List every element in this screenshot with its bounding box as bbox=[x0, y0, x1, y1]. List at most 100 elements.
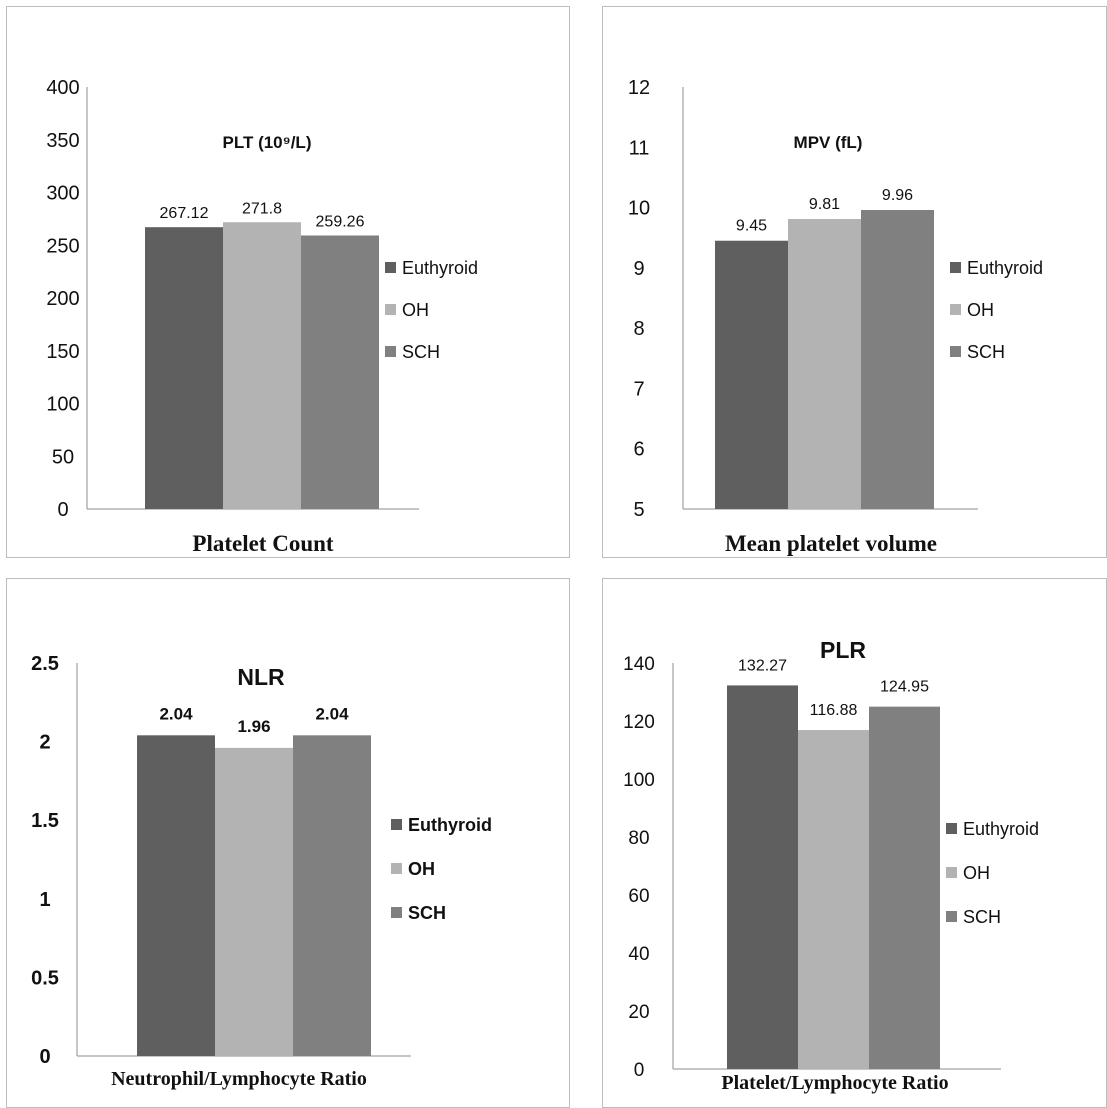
legend-label-euthyroid: Euthyroid bbox=[963, 819, 1039, 839]
data-label-oh: 116.88 bbox=[810, 702, 858, 719]
y-tick-label: 0 bbox=[634, 1060, 645, 1081]
chart-mean-platelet-volume: MPV (fL) 5 6 7 8 9 10 11 12 9.45 9.81 9.96 Euthyr… bbox=[628, 77, 1043, 556]
bar-euthyroid bbox=[145, 227, 223, 509]
data-labels: 132.27 116.88 124.95 bbox=[738, 657, 929, 719]
chart-title: PLR bbox=[820, 637, 866, 663]
chart-panel-mean-platelet-volume: MPV (fL) 5 6 7 8 9 10 11 12 9.45 9.81 9.96 Euthyr… bbox=[602, 6, 1107, 558]
legend-label-sch: SCH bbox=[963, 907, 1001, 927]
legend-label-oh: OH bbox=[963, 863, 990, 883]
y-tick-label: 8 bbox=[633, 318, 644, 340]
y-tick-label: 250 bbox=[46, 235, 79, 257]
legend-swatch-sch bbox=[946, 911, 957, 922]
bars bbox=[145, 222, 379, 509]
legend-label-sch: SCH bbox=[402, 342, 440, 362]
bar-oh bbox=[798, 730, 869, 1069]
data-label-euthyroid: 132.27 bbox=[738, 657, 787, 674]
y-axis-ticks: 0 50 100 150 200 250 300 350 400 bbox=[46, 77, 79, 521]
y-tick-label: 0 bbox=[39, 1046, 50, 1068]
bar-sch bbox=[861, 209, 934, 510]
legend-label-oh: OH bbox=[402, 300, 429, 320]
y-tick-label: 400 bbox=[46, 77, 79, 99]
legend: Euthyroid OH SCH bbox=[946, 819, 1039, 927]
legend-swatch-euthyroid bbox=[385, 262, 396, 273]
legend-swatch-sch bbox=[950, 346, 961, 357]
legend-label-euthyroid: Euthyroid bbox=[402, 258, 478, 278]
legend-swatch-sch bbox=[391, 907, 402, 918]
data-label-euthyroid: 2.04 bbox=[159, 704, 193, 723]
y-tick-label: 20 bbox=[628, 1002, 649, 1023]
y-tick-label: 100 bbox=[623, 770, 655, 791]
bar-euthyroid bbox=[727, 685, 798, 1069]
legend-swatch-oh bbox=[950, 304, 961, 315]
x-axis-label: Platelet/Lymphocyte Ratio bbox=[721, 1072, 948, 1094]
bars bbox=[715, 209, 934, 510]
data-label-euthyroid: 9.45 bbox=[736, 218, 767, 235]
chart-panel-plr: PLR 0 20 40 60 80 100 120 140 132.27 116.88 124.9… bbox=[602, 578, 1107, 1108]
y-tick-label: 200 bbox=[46, 288, 79, 310]
y-tick-label: 2 bbox=[39, 732, 50, 754]
bars bbox=[727, 685, 940, 1069]
bar-oh bbox=[788, 219, 861, 510]
bar-euthyroid bbox=[137, 735, 215, 1056]
bar-oh bbox=[223, 222, 301, 509]
data-label-sch: 9.96 bbox=[882, 187, 913, 204]
legend: Euthyroid OH SCH bbox=[950, 258, 1043, 362]
legend-label-oh: OH bbox=[967, 300, 994, 320]
data-labels: 2.04 1.96 2.04 bbox=[159, 704, 349, 736]
legend-label-sch: SCH bbox=[967, 342, 1005, 362]
y-tick-label: 1 bbox=[39, 889, 50, 911]
y-tick-label: 7 bbox=[633, 378, 644, 400]
y-axis-ticks: 0 0.5 1 1.5 2 2.5 bbox=[31, 653, 59, 1068]
data-label-sch: 259.26 bbox=[316, 213, 365, 230]
y-tick-label: 350 bbox=[46, 130, 79, 152]
data-label-euthyroid: 267.12 bbox=[160, 205, 209, 222]
data-label-oh: 1.96 bbox=[237, 717, 270, 736]
chart-title: MPV (fL) bbox=[794, 133, 863, 152]
y-tick-label: 60 bbox=[628, 886, 649, 907]
y-tick-label: 10 bbox=[628, 198, 650, 220]
legend-swatch-euthyroid bbox=[950, 262, 961, 273]
legend-swatch-oh bbox=[385, 304, 396, 315]
bar-euthyroid bbox=[715, 240, 788, 509]
legend-swatch-euthyroid bbox=[946, 823, 957, 834]
y-tick-label: 1.5 bbox=[31, 810, 59, 832]
legend-label-sch: SCH bbox=[408, 903, 446, 923]
legend-swatch-oh bbox=[391, 863, 402, 874]
y-tick-label: 2.5 bbox=[31, 653, 59, 675]
y-tick-label: 140 bbox=[623, 654, 655, 675]
data-label-oh: 271.8 bbox=[242, 200, 282, 217]
legend-swatch-euthyroid bbox=[391, 819, 402, 830]
x-axis-label: Mean platelet volume bbox=[725, 531, 937, 556]
y-tick-label: 0 bbox=[57, 499, 68, 521]
y-tick-label: 300 bbox=[46, 183, 79, 205]
x-axis-label: Neutrophil/Lymphocyte Ratio bbox=[111, 1068, 367, 1090]
y-axis-ticks: 5 6 7 8 9 10 11 12 bbox=[628, 77, 650, 521]
y-tick-label: 120 bbox=[623, 712, 655, 733]
data-label-oh: 9.81 bbox=[809, 196, 840, 213]
legend: Euthyroid OH SCH bbox=[385, 258, 478, 362]
y-tick-label: 9 bbox=[633, 258, 644, 280]
y-tick-label: 100 bbox=[46, 394, 79, 416]
chart-panel-platelet-count: PLT (10⁹/L) 0 50 100 150 200 250 300 350 400 267… bbox=[6, 6, 570, 558]
chart-nlr: NLR 0 0.5 1 1.5 2 2.5 2.04 1.96 2.04 Euthyroid O… bbox=[31, 653, 492, 1090]
y-tick-label: 50 bbox=[52, 446, 74, 468]
bar-sch bbox=[293, 735, 371, 1056]
chart-platelet-count: PLT (10⁹/L) 0 50 100 150 200 250 300 350 400 267… bbox=[46, 77, 478, 556]
legend-label-euthyroid: Euthyroid bbox=[408, 815, 492, 835]
y-tick-label: 150 bbox=[46, 341, 79, 363]
data-label-sch: 2.04 bbox=[315, 704, 349, 723]
legend-swatch-sch bbox=[385, 346, 396, 357]
y-tick-label: 6 bbox=[633, 439, 644, 461]
data-label-sch: 124.95 bbox=[880, 679, 929, 696]
bars bbox=[137, 735, 371, 1056]
legend-label-euthyroid: Euthyroid bbox=[967, 258, 1043, 278]
y-axis-ticks: 0 20 40 60 80 100 120 140 bbox=[623, 654, 655, 1081]
chart-plr: PLR 0 20 40 60 80 100 120 140 132.27 116.88 124.9… bbox=[623, 637, 1039, 1094]
y-tick-label: 80 bbox=[628, 828, 649, 849]
data-labels: 267.12 271.8 259.26 bbox=[160, 200, 365, 230]
y-tick-label: 5 bbox=[633, 499, 644, 521]
legend: Euthyroid OH SCH bbox=[391, 815, 492, 923]
x-axis-label: Platelet Count bbox=[192, 531, 334, 556]
chart-title: PLT (10⁹/L) bbox=[223, 133, 312, 152]
chart-panel-nlr: NLR 0 0.5 1 1.5 2 2.5 2.04 1.96 2.04 Euthyroid O… bbox=[6, 578, 570, 1108]
